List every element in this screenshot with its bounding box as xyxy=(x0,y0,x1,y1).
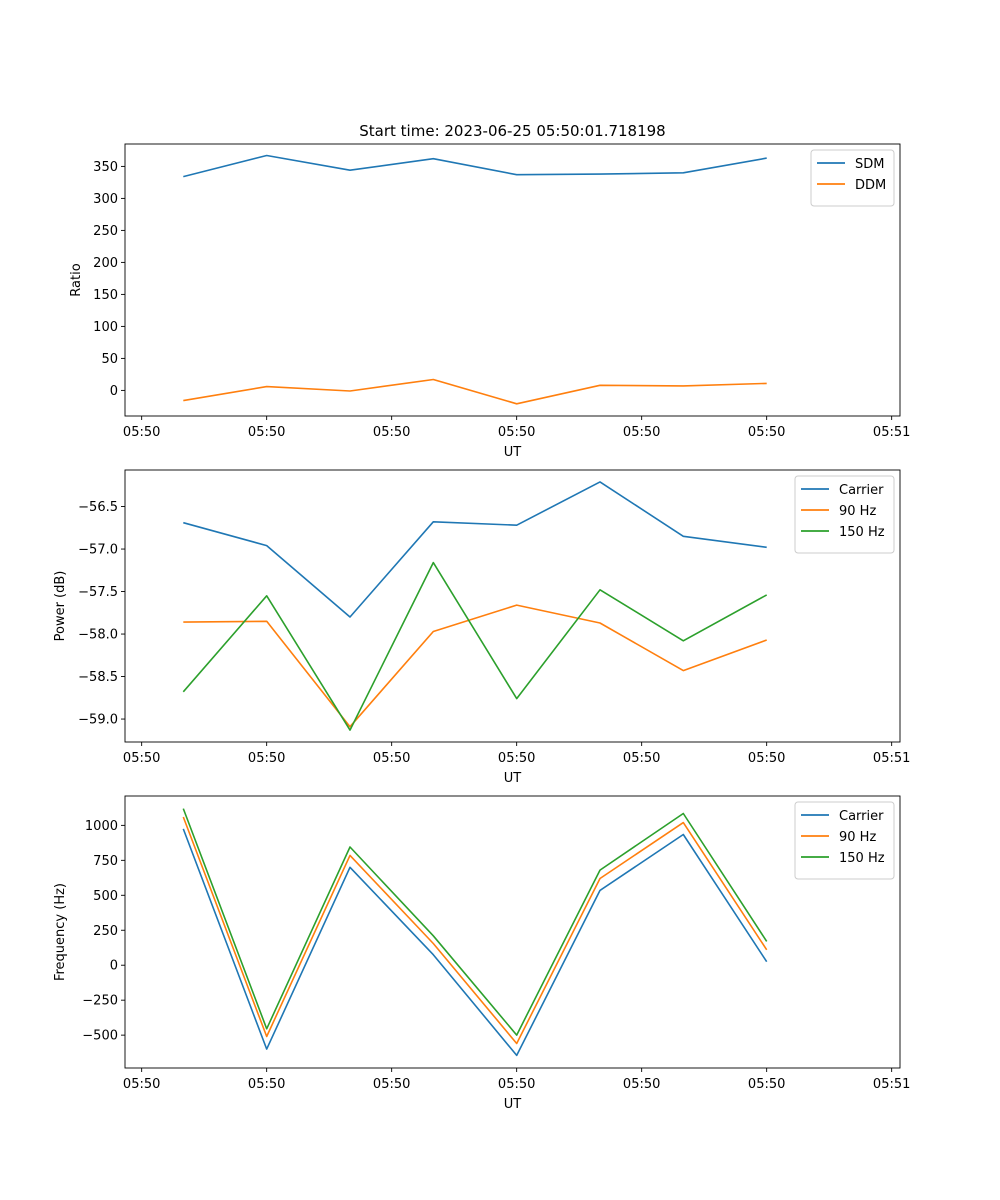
x-tick-label: 05:50 xyxy=(748,751,785,766)
y-tick-label: 500 xyxy=(93,889,118,904)
x-tick-label: 05:50 xyxy=(373,751,410,766)
x-tick-label: 05:50 xyxy=(373,425,410,440)
x-tick-label: 05:50 xyxy=(498,751,535,766)
legend-box xyxy=(794,801,895,880)
x-tick-label: 05:50 xyxy=(123,425,160,440)
legend-label: 150 Hz xyxy=(839,525,885,540)
series-line-90-hz xyxy=(183,604,767,728)
y-tick-label: −58.5 xyxy=(78,670,118,685)
legend-label: 90 Hz xyxy=(839,830,876,845)
legend-box xyxy=(810,149,895,207)
y-tick-label: 150 xyxy=(93,288,118,303)
x-tick-label: 05:51 xyxy=(873,1077,910,1092)
x-tick-label: 05:50 xyxy=(748,425,785,440)
legend-label: DDM xyxy=(855,178,886,193)
y-axis-label: Power (dB) xyxy=(53,571,68,642)
x-tick-label: 05:50 xyxy=(373,1077,410,1092)
y-tick-label: 1000 xyxy=(85,819,118,834)
series-line-ddm xyxy=(183,378,767,405)
y-axis-label: Ratio xyxy=(69,263,84,296)
y-tick-label: −500 xyxy=(82,1029,118,1044)
y-tick-label: −56.5 xyxy=(78,500,118,515)
series-line-90-hz xyxy=(182,816,768,1045)
x-tick-label: 05:51 xyxy=(873,425,910,440)
axes-frame xyxy=(124,469,901,743)
x-tick-label: 05:50 xyxy=(748,1077,785,1092)
y-tick-label: −57.0 xyxy=(78,543,118,558)
y-tick-label: −58.0 xyxy=(78,628,118,643)
legend: Carrier 90 Hz 150 Hz xyxy=(794,475,895,554)
x-tick-label: 05:50 xyxy=(248,425,285,440)
x-tick-label: 05:50 xyxy=(498,1077,535,1092)
y-tick-label: 0 xyxy=(110,384,118,399)
y-tick-label: 250 xyxy=(93,224,118,239)
ratio-chart: 05:50 05:50 05:50 05:50 05:50 05:50 05:51 0 50 10… xyxy=(69,143,910,460)
x-axis-label: UT xyxy=(504,771,522,786)
series-line-carrier xyxy=(182,828,768,1057)
series-line-150-hz xyxy=(182,808,768,1036)
y-tick-label: 50 xyxy=(101,352,118,367)
axes-frame xyxy=(124,795,901,1069)
y-axis-label: Frequency (Hz) xyxy=(53,883,68,981)
figure-title: Start time: 2023-06-25 05:50:01.718198 xyxy=(359,122,665,140)
x-axis-label: UT xyxy=(504,1097,522,1112)
y-tick-label: 300 xyxy=(93,192,118,207)
y-tick-label: 200 xyxy=(93,256,118,271)
legend-label: Carrier xyxy=(839,809,884,824)
y-tick-label: −59.0 xyxy=(78,713,118,728)
power-chart: 05:50 05:50 05:50 05:50 05:50 05:50 05:51 −59.0… xyxy=(53,469,910,786)
legend-box xyxy=(794,475,895,554)
frequency-chart: 05:50 05:50 05:50 05:50 05:50 05:50 05:51 −500 −… xyxy=(53,795,910,1112)
x-tick-label: 05:50 xyxy=(123,751,160,766)
x-tick-label: 05:51 xyxy=(873,751,910,766)
y-tick-label: 750 xyxy=(93,854,118,869)
legend: SDM DDM xyxy=(810,149,895,207)
x-tick-label: 05:50 xyxy=(623,1077,660,1092)
series-line-150-hz xyxy=(182,561,768,731)
legend-label: 150 Hz xyxy=(839,851,885,866)
y-tick-label: −57.5 xyxy=(78,585,118,600)
series-line-sdm xyxy=(183,154,767,178)
x-tick-label: 05:50 xyxy=(248,1077,285,1092)
x-axis-label: UT xyxy=(504,445,522,460)
x-tick-label: 05:50 xyxy=(123,1077,160,1092)
legend-label: Carrier xyxy=(839,483,884,498)
x-tick-label: 05:50 xyxy=(623,425,660,440)
series-line-carrier xyxy=(183,481,767,618)
y-tick-label: −250 xyxy=(82,994,118,1009)
y-tick-label: 350 xyxy=(93,160,118,175)
legend: Carrier 90 Hz 150 Hz xyxy=(794,801,895,880)
x-tick-label: 05:50 xyxy=(623,751,660,766)
y-tick-label: 250 xyxy=(93,924,118,939)
x-tick-label: 05:50 xyxy=(248,751,285,766)
y-tick-label: 100 xyxy=(93,320,118,335)
legend-label: 90 Hz xyxy=(839,504,876,519)
x-tick-label: 05:50 xyxy=(498,425,535,440)
y-tick-label: 0 xyxy=(110,959,118,974)
legend-label: SDM xyxy=(855,157,884,172)
axes-frame xyxy=(124,143,901,417)
